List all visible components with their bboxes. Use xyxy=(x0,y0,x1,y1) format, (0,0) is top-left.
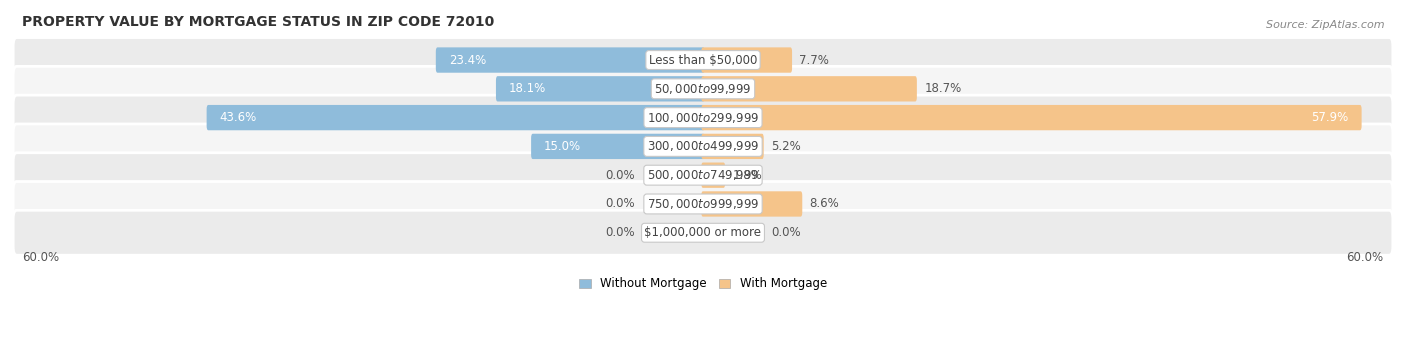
FancyBboxPatch shape xyxy=(13,38,1393,83)
Text: 0.0%: 0.0% xyxy=(606,226,636,239)
Text: 0.0%: 0.0% xyxy=(606,198,636,210)
Text: 57.9%: 57.9% xyxy=(1312,111,1348,124)
FancyBboxPatch shape xyxy=(702,134,763,159)
Text: 15.0%: 15.0% xyxy=(544,140,581,153)
FancyBboxPatch shape xyxy=(13,66,1393,111)
FancyBboxPatch shape xyxy=(13,182,1393,226)
FancyBboxPatch shape xyxy=(702,191,803,217)
Legend: Without Mortgage, With Mortgage: Without Mortgage, With Mortgage xyxy=(575,274,831,294)
Text: 0.0%: 0.0% xyxy=(770,226,800,239)
Text: $300,000 to $499,999: $300,000 to $499,999 xyxy=(647,139,759,153)
Text: 60.0%: 60.0% xyxy=(1347,252,1384,265)
Text: 8.6%: 8.6% xyxy=(810,198,839,210)
Text: Less than $50,000: Less than $50,000 xyxy=(648,53,758,67)
FancyBboxPatch shape xyxy=(207,105,704,130)
FancyBboxPatch shape xyxy=(436,47,704,73)
Text: 5.2%: 5.2% xyxy=(770,140,801,153)
FancyBboxPatch shape xyxy=(13,153,1393,198)
Text: $750,000 to $999,999: $750,000 to $999,999 xyxy=(647,197,759,211)
Text: 43.6%: 43.6% xyxy=(219,111,257,124)
Text: 7.7%: 7.7% xyxy=(800,53,830,67)
FancyBboxPatch shape xyxy=(702,163,725,188)
FancyBboxPatch shape xyxy=(702,76,917,102)
Text: 18.1%: 18.1% xyxy=(509,82,547,95)
Text: 18.7%: 18.7% xyxy=(924,82,962,95)
Text: Source: ZipAtlas.com: Source: ZipAtlas.com xyxy=(1267,20,1385,30)
Text: 23.4%: 23.4% xyxy=(449,53,486,67)
Text: 60.0%: 60.0% xyxy=(22,252,59,265)
FancyBboxPatch shape xyxy=(531,134,704,159)
Text: $100,000 to $299,999: $100,000 to $299,999 xyxy=(647,110,759,125)
Text: $1,000,000 or more: $1,000,000 or more xyxy=(644,226,762,239)
Text: 1.8%: 1.8% xyxy=(733,169,762,182)
FancyBboxPatch shape xyxy=(496,76,704,102)
FancyBboxPatch shape xyxy=(702,47,792,73)
Text: $50,000 to $99,999: $50,000 to $99,999 xyxy=(654,82,752,96)
Text: 0.0%: 0.0% xyxy=(606,169,636,182)
FancyBboxPatch shape xyxy=(13,124,1393,169)
FancyBboxPatch shape xyxy=(702,105,1361,130)
Text: PROPERTY VALUE BY MORTGAGE STATUS IN ZIP CODE 72010: PROPERTY VALUE BY MORTGAGE STATUS IN ZIP… xyxy=(22,15,495,29)
FancyBboxPatch shape xyxy=(13,210,1393,255)
FancyBboxPatch shape xyxy=(13,95,1393,140)
Text: $500,000 to $749,999: $500,000 to $749,999 xyxy=(647,168,759,182)
